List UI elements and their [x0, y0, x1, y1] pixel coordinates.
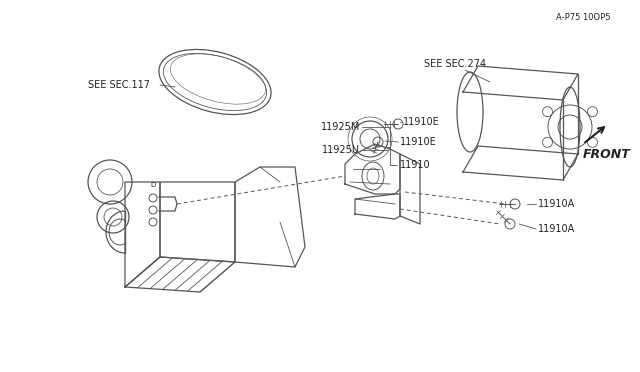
- Text: A-P75 10OP5: A-P75 10OP5: [556, 13, 610, 22]
- Text: 11910: 11910: [400, 160, 431, 170]
- Text: 11910E: 11910E: [400, 137, 436, 147]
- Text: 11910A: 11910A: [538, 199, 575, 209]
- Text: 11910E: 11910E: [403, 117, 440, 127]
- Text: 11925U: 11925U: [322, 145, 360, 155]
- Text: FRONT: FRONT: [583, 148, 631, 160]
- Text: SEE SEC.274: SEE SEC.274: [424, 59, 486, 69]
- Text: 11925M: 11925M: [321, 122, 360, 132]
- Text: D: D: [150, 182, 156, 188]
- Text: 11910A: 11910A: [538, 224, 575, 234]
- Text: SEE SEC.117: SEE SEC.117: [88, 80, 150, 90]
